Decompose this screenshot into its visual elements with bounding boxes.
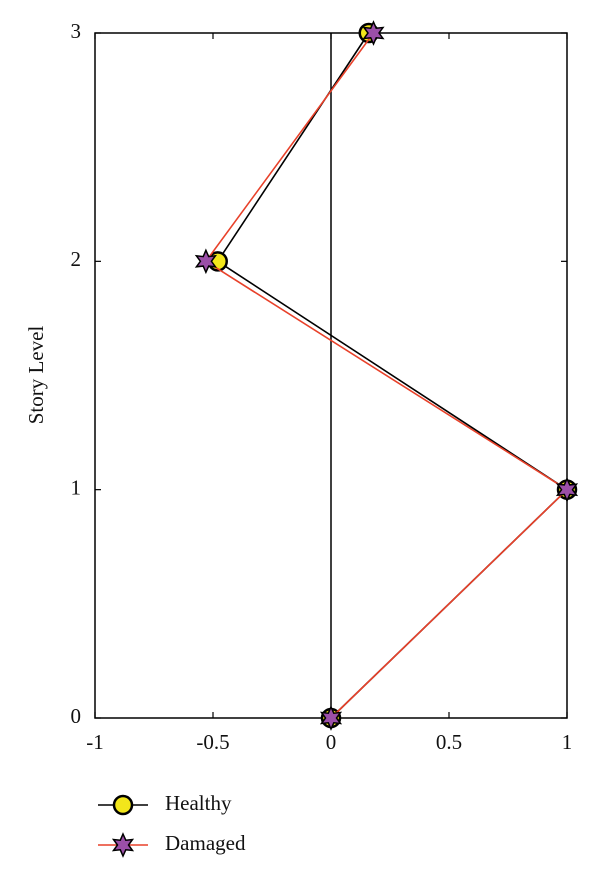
marker (555, 476, 579, 503)
x-tick-label: 0.5 (436, 730, 462, 754)
legend-marker (111, 832, 135, 858)
legend-label: Healthy (165, 791, 232, 815)
y-tick-label: 3 (71, 19, 82, 43)
y-tick-label: 1 (71, 475, 82, 499)
x-tick-label: 0 (326, 730, 337, 754)
marker (319, 705, 343, 731)
y-tick-label: 2 (71, 247, 82, 271)
series-line (204, 32, 569, 719)
marker (362, 20, 385, 46)
x-tick-label: -0.5 (196, 730, 229, 754)
series-line (216, 32, 569, 719)
x-tick-label: -1 (86, 730, 104, 754)
y-axis-label: Story Level (24, 326, 48, 425)
y-tick-label: 0 (71, 704, 82, 728)
legend-label: Damaged (165, 831, 246, 855)
marker (194, 248, 218, 275)
x-tick-label: 1 (562, 730, 573, 754)
legend-marker (112, 794, 134, 816)
